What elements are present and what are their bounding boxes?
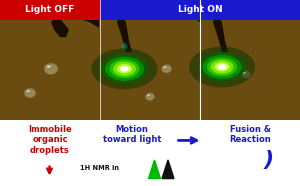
Bar bbox=[200, 20, 300, 120]
Ellipse shape bbox=[214, 62, 230, 72]
Ellipse shape bbox=[211, 60, 233, 74]
Bar bbox=[0, 20, 100, 120]
Bar bbox=[100, 0, 300, 20]
Text: 1H NMR in: 1H NMR in bbox=[80, 165, 118, 171]
Text: Immobile
organic
droplets: Immobile organic droplets bbox=[28, 125, 72, 155]
PathPatch shape bbox=[12, 0, 99, 9]
Ellipse shape bbox=[44, 63, 58, 74]
Text: Light OFF: Light OFF bbox=[25, 5, 75, 14]
Ellipse shape bbox=[120, 66, 129, 72]
Ellipse shape bbox=[147, 94, 150, 96]
Ellipse shape bbox=[242, 71, 250, 78]
PathPatch shape bbox=[200, 0, 300, 19]
Ellipse shape bbox=[110, 60, 140, 78]
Text: Fusion &
Reaction: Fusion & Reaction bbox=[229, 125, 271, 144]
PathPatch shape bbox=[117, 11, 132, 52]
Ellipse shape bbox=[243, 72, 246, 73]
Ellipse shape bbox=[162, 65, 172, 73]
Ellipse shape bbox=[26, 90, 30, 92]
Ellipse shape bbox=[218, 64, 226, 70]
Ellipse shape bbox=[164, 66, 166, 68]
Polygon shape bbox=[148, 160, 160, 179]
Bar bbox=[0, 0, 100, 20]
Text: ): ) bbox=[263, 150, 274, 170]
Ellipse shape bbox=[146, 93, 154, 100]
Bar bbox=[100, 20, 200, 120]
Text: Light ON: Light ON bbox=[178, 5, 222, 14]
Ellipse shape bbox=[207, 58, 237, 76]
Polygon shape bbox=[162, 160, 174, 179]
Ellipse shape bbox=[92, 48, 158, 89]
Ellipse shape bbox=[113, 62, 136, 76]
Ellipse shape bbox=[198, 52, 246, 82]
PathPatch shape bbox=[0, 0, 99, 28]
Ellipse shape bbox=[117, 64, 132, 73]
PathPatch shape bbox=[51, 15, 69, 37]
Ellipse shape bbox=[47, 66, 51, 68]
Ellipse shape bbox=[100, 54, 148, 84]
PathPatch shape bbox=[100, 0, 200, 22]
Text: Motion
toward light: Motion toward light bbox=[103, 125, 161, 144]
Ellipse shape bbox=[122, 43, 128, 50]
Ellipse shape bbox=[105, 57, 144, 81]
Ellipse shape bbox=[189, 46, 255, 87]
Ellipse shape bbox=[24, 88, 36, 98]
PathPatch shape bbox=[213, 11, 228, 52]
Ellipse shape bbox=[202, 55, 242, 79]
